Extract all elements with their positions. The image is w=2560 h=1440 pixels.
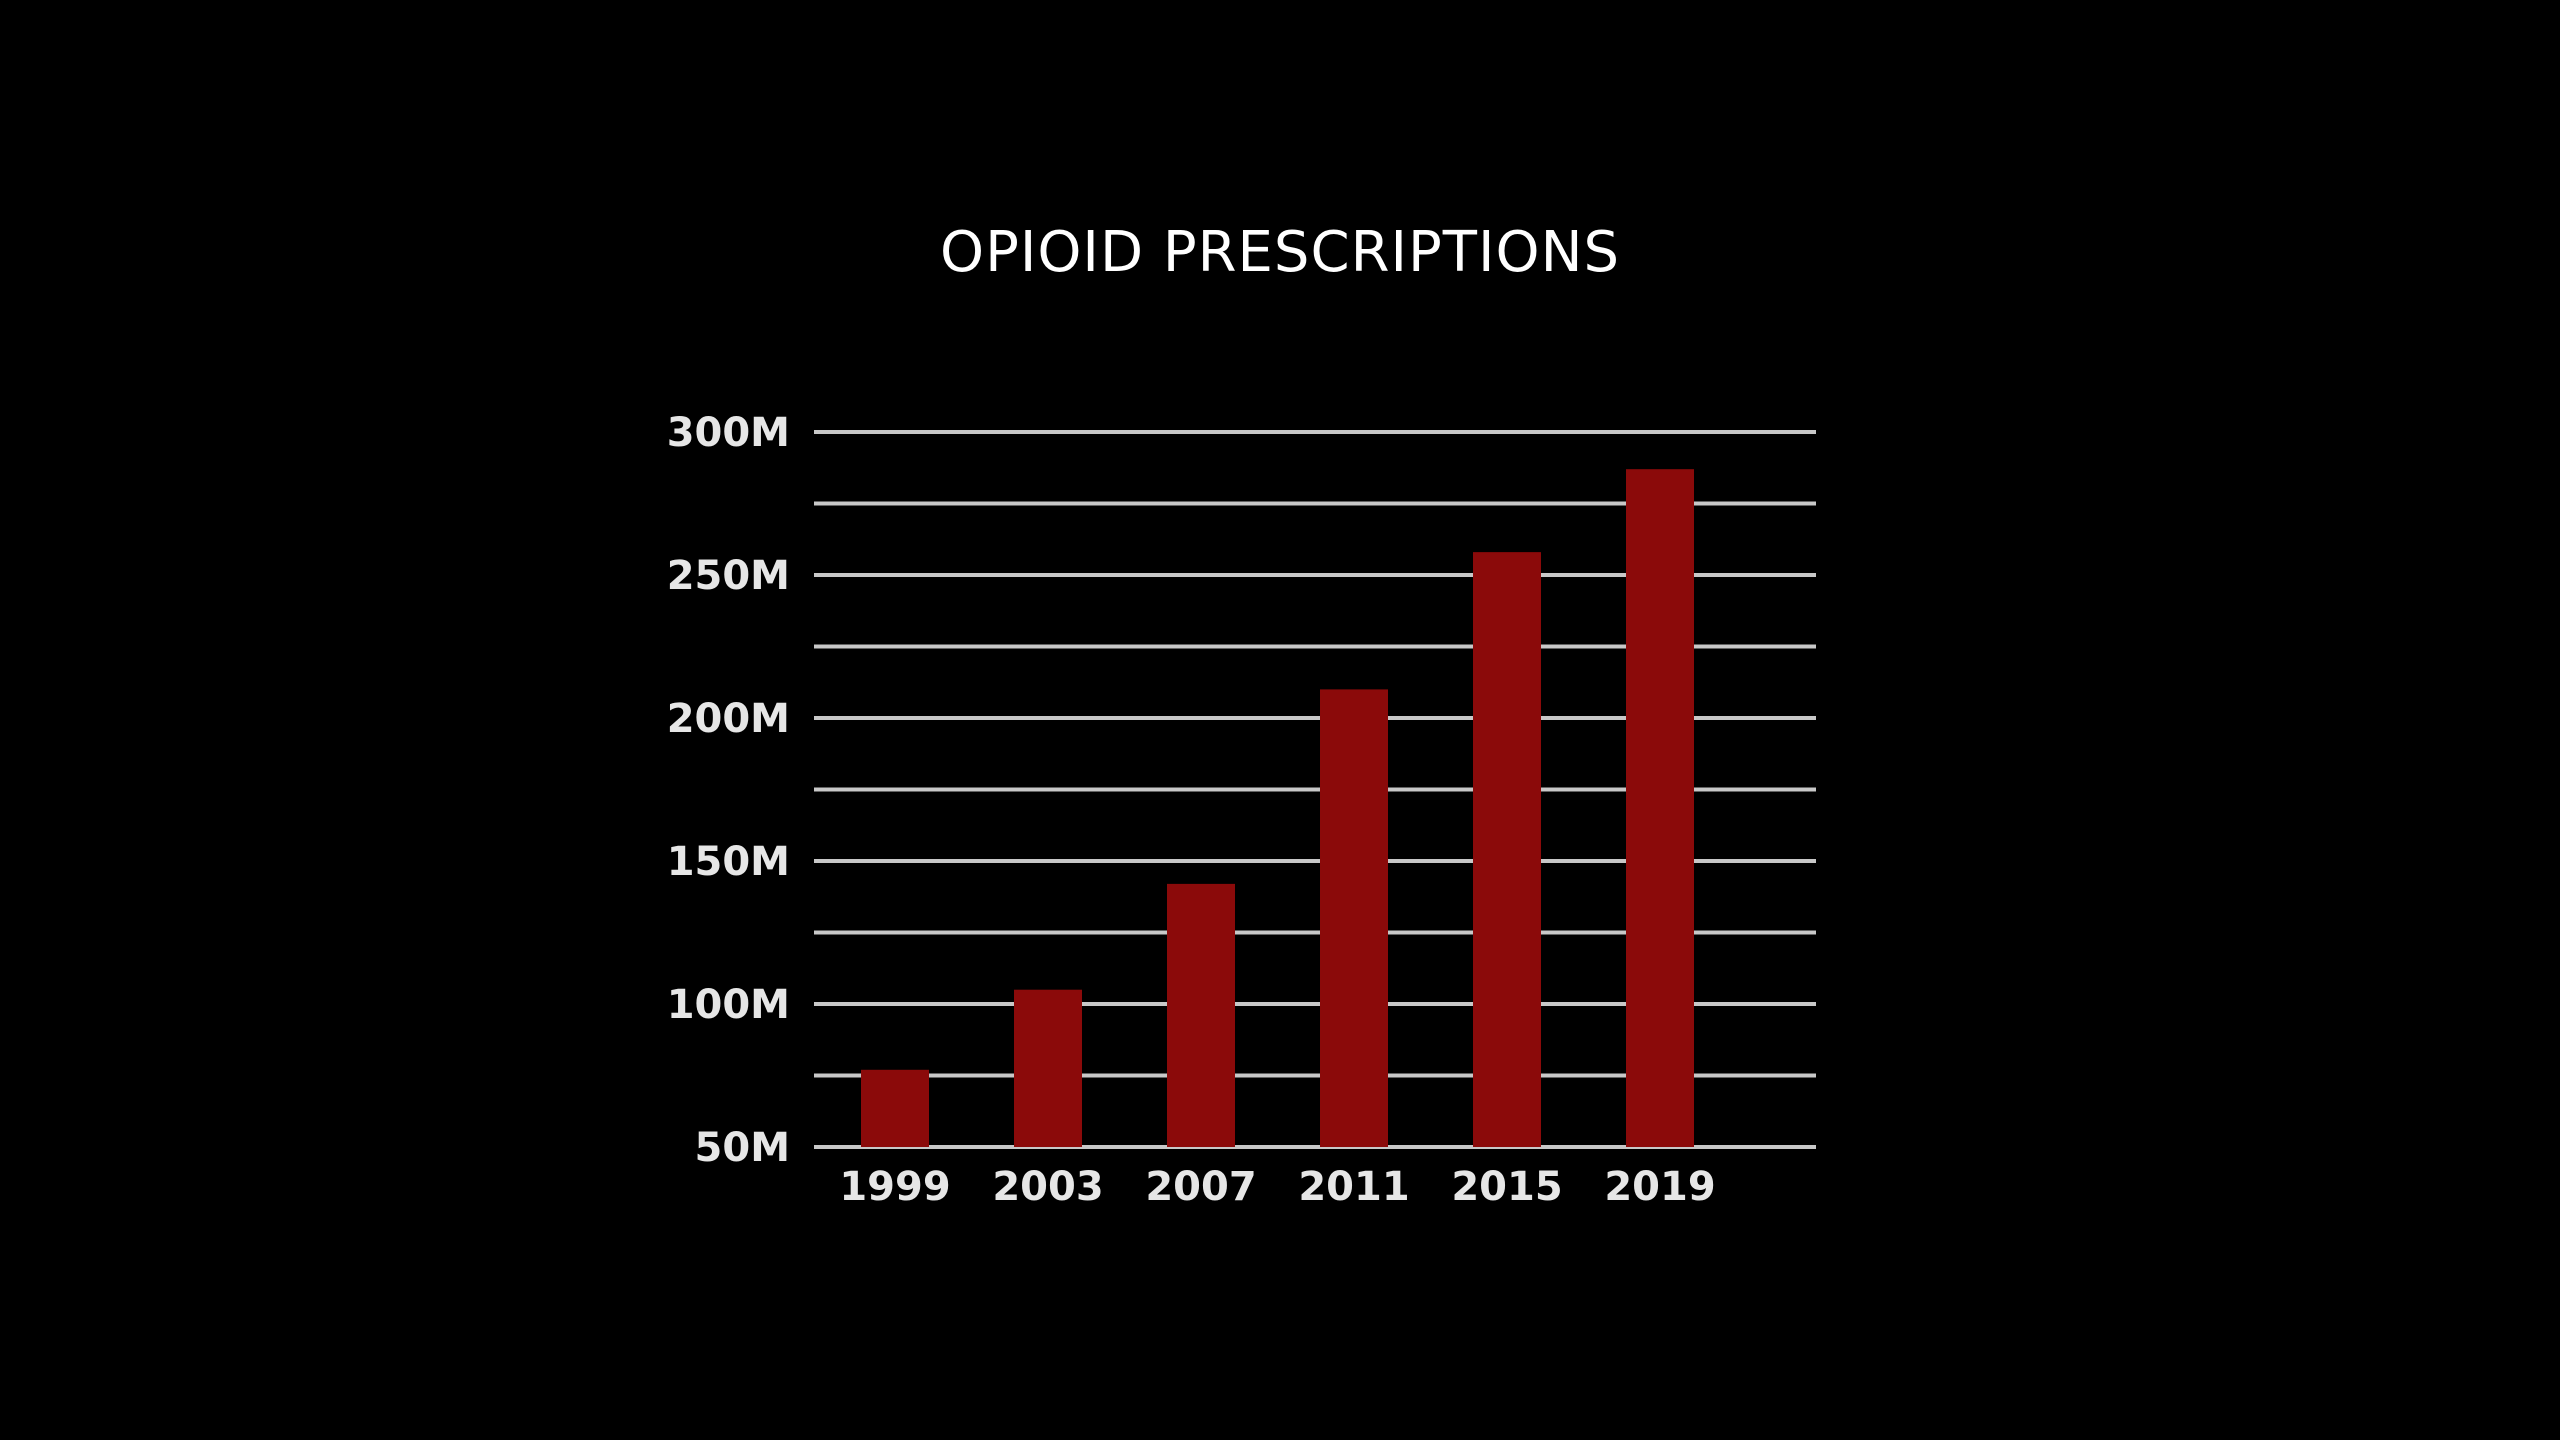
x-tick-label: 2007	[1145, 1164, 1256, 1210]
bar-2003	[1014, 989, 1082, 1147]
x-tick-label: 2003	[992, 1164, 1103, 1210]
bar-1999	[861, 1069, 929, 1147]
y-axis-tick-labels: 50M 100M 150M 200M 250M 300M	[667, 410, 790, 1171]
bar-2019	[1626, 469, 1694, 1147]
bar-2011	[1320, 689, 1388, 1147]
y-tick-label: 50M	[695, 1125, 790, 1171]
y-tick-label: 150M	[667, 839, 790, 885]
y-tick-label: 200M	[667, 696, 790, 742]
bars	[861, 469, 1694, 1147]
y-tick-label: 300M	[667, 410, 790, 456]
x-tick-label: 2019	[1604, 1164, 1715, 1210]
bar-2007	[1167, 883, 1235, 1147]
y-tick-label: 100M	[667, 982, 790, 1028]
x-axis-tick-labels: 1999 2003 2007 2011 2015 2019	[839, 1164, 1715, 1210]
x-tick-label: 1999	[839, 1164, 950, 1210]
y-tick-label: 250M	[667, 553, 790, 599]
bar-2015	[1473, 552, 1541, 1147]
chart-title: OPIOID PRESCRIPTIONS	[939, 220, 1621, 285]
x-tick-label: 2011	[1298, 1164, 1409, 1210]
x-tick-label: 2015	[1451, 1164, 1562, 1210]
